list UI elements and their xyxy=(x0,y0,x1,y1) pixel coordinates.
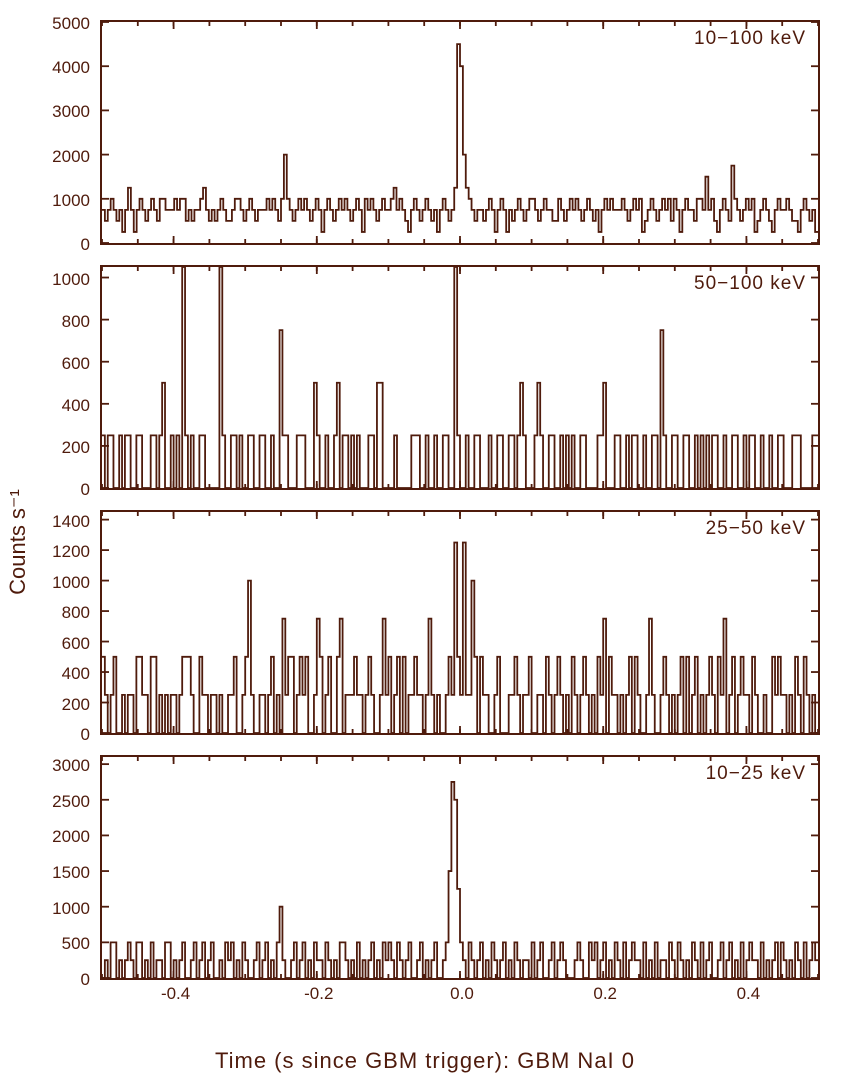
ytick-label: 3000 xyxy=(30,102,90,122)
ytick-label: 1000 xyxy=(30,270,90,290)
ytick-label: 1000 xyxy=(30,573,90,593)
ytick-label: 0 xyxy=(30,480,90,500)
xtick-label: 0.2 xyxy=(593,984,617,1004)
chart-panel-2: 25−50 keV0200400600800100012001400 xyxy=(100,510,820,735)
chart-panel-0: 10−100 keV010002000300040005000 xyxy=(100,20,820,245)
ytick-label: 0 xyxy=(30,970,90,990)
ytick-label: 2500 xyxy=(30,792,90,812)
xtick-label: 0.4 xyxy=(737,984,761,1004)
ytick-label: 0 xyxy=(30,725,90,745)
ytick-label: 1500 xyxy=(30,863,90,883)
lightcurve-figure: Counts s⁻¹ Time (s since GBM trigger): G… xyxy=(0,0,850,1084)
panel-label: 50−100 keV xyxy=(694,273,806,295)
ytick-label: 1000 xyxy=(30,191,90,211)
panel-label: 10−100 keV xyxy=(694,28,806,50)
x-axis-label: Time (s since GBM trigger): GBM NaI 0 xyxy=(215,1048,635,1074)
plot-stack: 10−100 keV010002000300040005000 50−100 k… xyxy=(100,20,820,1020)
ytick-label: 5000 xyxy=(30,14,90,34)
ytick-label: 600 xyxy=(30,354,90,374)
panel-label: 25−50 keV xyxy=(706,518,806,540)
ytick-label: 2000 xyxy=(30,827,90,847)
ytick-label: 200 xyxy=(30,695,90,715)
ytick-label: 800 xyxy=(30,603,90,623)
ytick-label: 200 xyxy=(30,438,90,458)
ytick-label: 800 xyxy=(30,312,90,332)
ytick-label: 1000 xyxy=(30,899,90,919)
ytick-label: 400 xyxy=(30,664,90,684)
ytick-label: 3000 xyxy=(30,756,90,776)
ytick-label: 2000 xyxy=(30,147,90,167)
xtick-label: -0.4 xyxy=(161,984,190,1004)
ytick-label: 600 xyxy=(30,634,90,654)
ytick-label: 1400 xyxy=(30,512,90,532)
ytick-label: 500 xyxy=(30,934,90,954)
panel-label: 10−25 keV xyxy=(706,763,806,785)
ytick-label: 4000 xyxy=(30,58,90,78)
ytick-label: 400 xyxy=(30,396,90,416)
chart-panel-3: 10−25 keV050010001500200025003000-0.4-0.… xyxy=(100,755,820,980)
ytick-label: 0 xyxy=(30,235,90,255)
xtick-label: -0.2 xyxy=(304,984,333,1004)
y-axis-label: Counts s⁻¹ xyxy=(5,489,31,595)
chart-panel-1: 50−100 keV02004006008001000 xyxy=(100,265,820,490)
xtick-label: 0.0 xyxy=(450,984,474,1004)
ytick-label: 1200 xyxy=(30,542,90,562)
